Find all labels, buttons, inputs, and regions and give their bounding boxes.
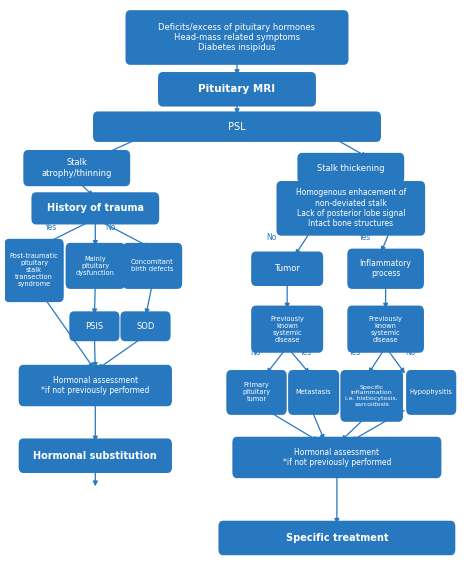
Text: Mainly
pituitary
dysfunction: Mainly pituitary dysfunction xyxy=(76,256,115,276)
FancyBboxPatch shape xyxy=(123,243,182,289)
FancyBboxPatch shape xyxy=(158,72,316,107)
FancyBboxPatch shape xyxy=(340,370,403,422)
Text: Tumor: Tumor xyxy=(274,264,300,274)
Text: No: No xyxy=(267,232,277,242)
Text: Concomitant
birth defects: Concomitant birth defects xyxy=(131,259,174,272)
FancyBboxPatch shape xyxy=(288,370,339,415)
FancyBboxPatch shape xyxy=(347,306,424,353)
FancyBboxPatch shape xyxy=(23,150,130,186)
FancyBboxPatch shape xyxy=(251,306,323,353)
Text: Hypophysitis: Hypophysitis xyxy=(410,389,453,396)
FancyBboxPatch shape xyxy=(120,311,171,341)
Text: Yes: Yes xyxy=(45,224,57,232)
FancyBboxPatch shape xyxy=(251,251,323,286)
Text: Post-traumatic
pituitary
stalk
transection
syndrome: Post-traumatic pituitary stalk transecti… xyxy=(9,254,58,288)
Text: Stalk
atrophy/thinning: Stalk atrophy/thinning xyxy=(42,158,112,178)
Text: Previously
known
systemic
disease: Previously known systemic disease xyxy=(270,316,304,343)
FancyBboxPatch shape xyxy=(69,311,119,341)
Text: Deficits/excess of pituitary hormones
Head-mass related symptoms
Diabetes insipi: Deficits/excess of pituitary hormones He… xyxy=(158,23,316,52)
FancyBboxPatch shape xyxy=(31,193,159,224)
Text: Inflammatory
process: Inflammatory process xyxy=(360,259,411,278)
FancyBboxPatch shape xyxy=(126,10,348,65)
Text: Yes: Yes xyxy=(300,348,312,357)
FancyBboxPatch shape xyxy=(219,521,456,555)
Text: Hormonal assessment
*if not previously performed: Hormonal assessment *if not previously p… xyxy=(283,448,391,467)
Text: No: No xyxy=(250,348,261,357)
Text: History of trauma: History of trauma xyxy=(47,203,144,213)
FancyBboxPatch shape xyxy=(4,239,64,302)
FancyBboxPatch shape xyxy=(406,370,456,415)
FancyBboxPatch shape xyxy=(93,112,381,142)
FancyBboxPatch shape xyxy=(347,249,424,289)
Text: Stalk thickening: Stalk thickening xyxy=(317,164,384,173)
FancyBboxPatch shape xyxy=(226,370,287,415)
Text: Yes: Yes xyxy=(359,232,371,242)
Text: Primary
pituitary
tumor: Primary pituitary tumor xyxy=(242,383,271,403)
Text: Specific
inflammation
i.e. histiocytosis,
sarcoidosis: Specific inflammation i.e. histiocytosis… xyxy=(346,384,398,407)
Text: Pituitary MRI: Pituitary MRI xyxy=(199,85,275,95)
FancyBboxPatch shape xyxy=(18,438,172,473)
Text: Homogenous enhacement of
non-deviated stalk
Lack of posterior lobe signal
Intact: Homogenous enhacement of non-deviated st… xyxy=(296,188,406,228)
Text: No: No xyxy=(105,224,116,232)
FancyBboxPatch shape xyxy=(65,243,125,289)
Text: PSL: PSL xyxy=(228,122,246,131)
Text: Specific treatment: Specific treatment xyxy=(286,533,388,543)
Text: SOD: SOD xyxy=(137,322,155,331)
Text: Yes: Yes xyxy=(349,348,362,357)
Text: PSIS: PSIS xyxy=(85,322,103,331)
FancyBboxPatch shape xyxy=(232,437,441,478)
FancyBboxPatch shape xyxy=(297,153,404,183)
FancyBboxPatch shape xyxy=(276,181,425,236)
FancyBboxPatch shape xyxy=(18,365,172,406)
Text: Previously
known
systemic
disease: Previously known systemic disease xyxy=(369,316,402,343)
Text: Hormonal substitution: Hormonal substitution xyxy=(34,451,157,461)
Text: No: No xyxy=(405,348,415,357)
Text: Metastasis: Metastasis xyxy=(296,389,331,396)
Text: Hormonal assessment
*if not previously performed: Hormonal assessment *if not previously p… xyxy=(41,376,149,395)
